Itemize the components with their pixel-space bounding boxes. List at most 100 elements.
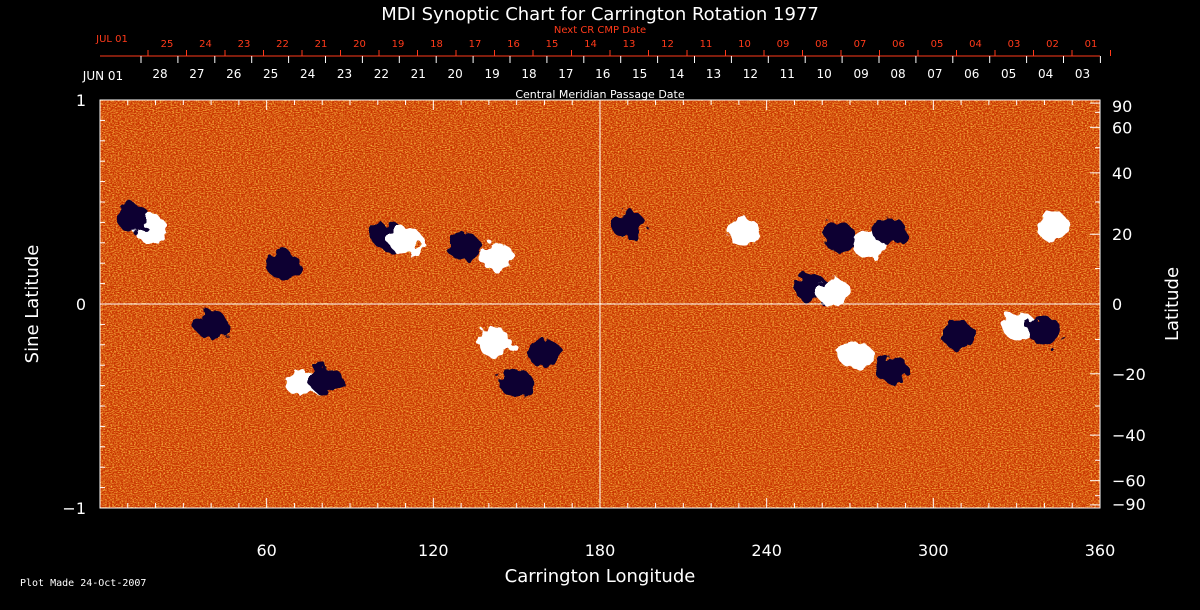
- cmp-date-label: 05: [1001, 67, 1016, 81]
- next-cr-date-label: 09: [777, 39, 790, 50]
- next-cr-date-label: 20: [353, 39, 366, 50]
- active-region-negative: [871, 216, 906, 245]
- active-region-positive: [477, 328, 512, 357]
- cmp-date-label: 16: [595, 67, 610, 81]
- cmp-date-label: 26: [226, 67, 241, 81]
- cmp-date-label: 12: [743, 67, 758, 81]
- cmp-date-label: 09: [853, 67, 868, 81]
- active-region-negative: [266, 251, 301, 280]
- active-region-negative: [874, 355, 909, 384]
- next-cr-date-label: 04: [969, 39, 982, 50]
- active-region-negative: [499, 369, 534, 398]
- next-cr-date-label: 11: [700, 39, 713, 50]
- next-cr-date-label: 18: [430, 39, 443, 50]
- active-region-positive: [388, 226, 423, 255]
- y-tick-label-left: 1: [76, 91, 86, 110]
- cmp-date-label: 11: [780, 67, 795, 81]
- chart-title: MDI Synoptic Chart for Carrington Rotati…: [381, 4, 819, 25]
- next-cr-date-label: 03: [1008, 39, 1021, 50]
- x-tick-label: 360: [1085, 541, 1116, 560]
- y-tick-label-right: 20: [1112, 225, 1132, 244]
- active-region-negative: [446, 232, 481, 261]
- active-region-positive: [480, 243, 515, 272]
- next-cr-date-label: 06: [892, 39, 905, 50]
- active-region-positive: [816, 277, 851, 306]
- cmp-date-label: 08: [890, 67, 905, 81]
- next-cr-date-label: 24: [199, 39, 212, 50]
- active-region-negative: [527, 338, 562, 367]
- top-axis-ticks: 25 24 23 22 21 20 19 18 17 16 15 14 13 12 11 10 09 08 07 06…: [140, 39, 1111, 81]
- active-region-positive: [838, 341, 873, 369]
- x-tick-label: 300: [918, 541, 949, 560]
- y-tick-label-right: −90: [1112, 495, 1146, 514]
- next-cr-date-label: 22: [276, 39, 289, 50]
- next-cr-date-label: 13: [623, 39, 636, 50]
- x-tick-label: 120: [418, 541, 449, 560]
- cmp-date-label: 20: [448, 67, 463, 81]
- active-regions: [116, 204, 1070, 398]
- next-cr-date-label: 12: [661, 39, 674, 50]
- y-axis-left-label: Sine Latitude: [22, 245, 43, 364]
- x-tick-label: 60: [256, 541, 276, 560]
- next-cr-label: Next CR CMP Date: [554, 25, 646, 36]
- y-tick-label-right: −60: [1112, 472, 1146, 491]
- cmp-month-label: JUN 01: [82, 69, 123, 83]
- cmp-date-label: 13: [706, 67, 721, 81]
- cmp-date-label: 15: [632, 67, 647, 81]
- cmp-date-label: 21: [411, 67, 426, 81]
- y-tick-label-right: −40: [1112, 426, 1146, 445]
- y-axis-left-ticks: 1 0 −1: [62, 91, 110, 518]
- active-region-negative: [941, 320, 976, 349]
- x-axis-ticks: 60 120 180 240 300 360: [127, 100, 1116, 560]
- next-cr-date-label: 05: [931, 39, 944, 50]
- cmp-label: Central Meridian Passage Date: [515, 88, 684, 101]
- active-region-negative: [821, 222, 856, 251]
- y-tick-label-right: −20: [1112, 365, 1146, 384]
- active-region-negative: [308, 365, 342, 394]
- next-cr-date-label: 25: [161, 39, 174, 50]
- active-region-positive: [727, 218, 762, 247]
- cmp-date-label: 25: [263, 67, 278, 81]
- next-month-label: JUL 01: [95, 34, 128, 45]
- cmp-date-label: 04: [1038, 67, 1053, 81]
- active-region-negative: [1027, 316, 1062, 345]
- x-tick-label: 180: [585, 541, 616, 560]
- active-region-positive: [1035, 212, 1070, 241]
- next-cr-date-label: 19: [392, 39, 405, 50]
- y-axis-right-label: Latitude: [1162, 267, 1183, 341]
- next-cr-date-label: 08: [815, 39, 828, 50]
- cmp-date-label: 23: [337, 67, 352, 81]
- next-cr-date-label: 15: [546, 39, 559, 50]
- next-cr-date-label: 23: [238, 39, 251, 50]
- cmp-date-label: 19: [484, 67, 499, 81]
- cmp-date-label: 06: [964, 67, 979, 81]
- cmp-date-label: 27: [189, 67, 204, 81]
- x-tick-label: 240: [751, 541, 782, 560]
- cmp-date-label: 10: [817, 67, 832, 81]
- active-region-negative: [116, 204, 151, 233]
- cmp-date-label: 07: [927, 67, 942, 81]
- y-tick-label-left: 0: [76, 295, 86, 314]
- cmp-date-label: 03: [1075, 67, 1090, 81]
- cmp-date-label: 17: [558, 67, 573, 81]
- plot-made-note: Plot Made 24-Oct-2007: [20, 578, 147, 589]
- active-region-negative: [610, 210, 645, 239]
- next-cr-date-label: 01: [1085, 39, 1098, 50]
- next-cr-date-label: 21: [315, 39, 328, 50]
- next-cr-date-label: 02: [1046, 39, 1059, 50]
- y-tick-label-right: 90: [1112, 97, 1132, 116]
- next-cr-date-label: 16: [507, 39, 520, 50]
- y-tick-label-left: −1: [62, 499, 86, 518]
- y-tick-label-right: 40: [1112, 164, 1132, 183]
- x-axis-label: Carrington Longitude: [505, 566, 696, 587]
- y-axis-right-ticks: 90 60 40 20 0 −20 −40 −60 −90: [1090, 97, 1146, 514]
- next-cr-date-label: 10: [738, 39, 751, 50]
- next-cr-date-label: 07: [854, 39, 867, 50]
- y-tick-label-right: 0: [1112, 295, 1122, 314]
- next-cr-date-label: 14: [584, 39, 597, 50]
- next-cr-date-label: 17: [469, 39, 482, 50]
- cmp-date-label: 18: [521, 67, 536, 81]
- cmp-date-label: 22: [374, 67, 389, 81]
- active-region-negative: [194, 310, 229, 339]
